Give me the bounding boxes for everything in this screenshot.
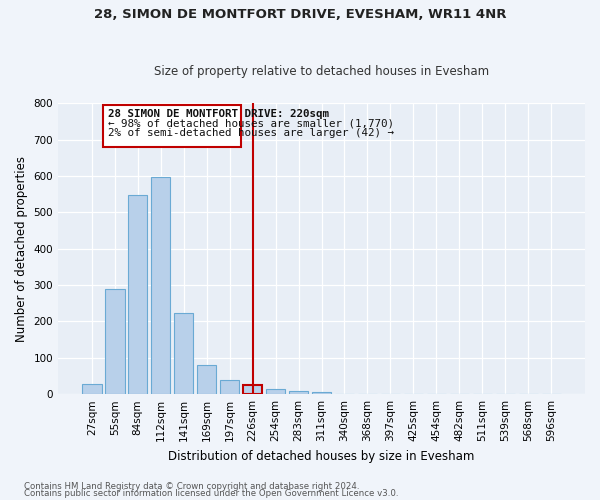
Bar [243,385,262,394]
Text: 28, SIMON DE MONTFORT DRIVE, EVESHAM, WR11 4NR: 28, SIMON DE MONTFORT DRIVE, EVESHAM, WR… [94,8,506,20]
Bar [220,380,239,394]
Text: 2% of semi-detached houses are larger (42) →: 2% of semi-detached houses are larger (4… [108,128,394,138]
FancyBboxPatch shape [103,105,241,147]
Bar [266,389,286,394]
X-axis label: Distribution of detached houses by size in Evesham: Distribution of detached houses by size … [169,450,475,462]
Bar [289,392,308,394]
Bar [312,392,331,394]
Text: Contains public sector information licensed under the Open Government Licence v3: Contains public sector information licen… [24,489,398,498]
Bar [82,384,101,394]
Bar [151,176,170,394]
Bar [174,312,193,394]
Bar [197,365,217,394]
Text: Contains HM Land Registry data © Crown copyright and database right 2024.: Contains HM Land Registry data © Crown c… [24,482,359,491]
Text: 28 SIMON DE MONTFORT DRIVE: 220sqm: 28 SIMON DE MONTFORT DRIVE: 220sqm [108,109,329,119]
Y-axis label: Number of detached properties: Number of detached properties [15,156,28,342]
Title: Size of property relative to detached houses in Evesham: Size of property relative to detached ho… [154,66,489,78]
Text: ← 98% of detached houses are smaller (1,770): ← 98% of detached houses are smaller (1,… [108,118,394,128]
Bar [128,195,148,394]
Bar [105,288,125,394]
